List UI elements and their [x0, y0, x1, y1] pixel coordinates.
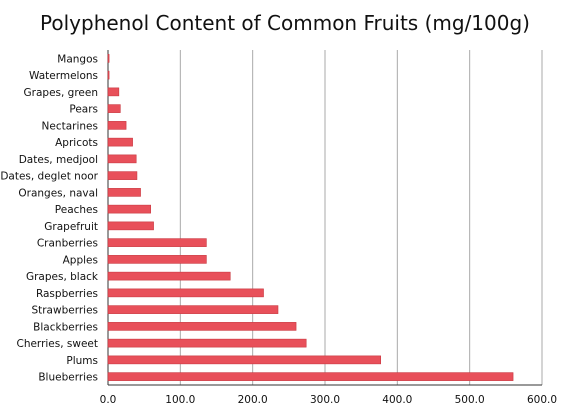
x-tick-label: 300.0: [310, 394, 340, 406]
bar-grapes-black: [107, 271, 231, 281]
category-label-dates-medjool: Dates, medjool: [19, 154, 98, 166]
category-label-apples: Apples: [63, 254, 98, 266]
x-tick-label: 600.0: [527, 394, 557, 406]
category-label-nectarines: Nectarines: [42, 120, 98, 132]
x-tick-label: 500.0: [455, 394, 485, 406]
bar-grapes-green: [107, 87, 120, 97]
category-label-grapes-green: Grapes, green: [24, 87, 98, 99]
x-tick-label: 200.0: [238, 394, 268, 406]
x-tick-labels: 0.0 100.0 200.0 300.0 400.0 500.0 600.0: [100, 394, 557, 406]
bar-cherries-sweet: [107, 338, 307, 348]
category-label-cherries-sweet: Cherries, sweet: [16, 338, 98, 350]
category-label-raspberries: Raspberries: [36, 288, 98, 300]
category-label-grapefruit: Grapefruit: [44, 221, 98, 233]
bar-apricots: [107, 137, 133, 147]
grid-lines: [179, 50, 543, 385]
category-label-grapes-black: Grapes, black: [26, 271, 99, 283]
bar-dates-medjool: [107, 154, 137, 164]
chart-title: Polyphenol Content of Common Fruits (mg/…: [40, 11, 530, 35]
x-tick-label: 400.0: [382, 394, 412, 406]
bar-mangos: [107, 54, 110, 63]
category-label-oranges-naval: Oranges, naval: [18, 187, 98, 199]
bar-peaches: [107, 204, 151, 214]
category-label-strawberries: Strawberries: [31, 305, 98, 317]
bars: [107, 54, 514, 381]
bar-blackberries: [107, 322, 297, 331]
x-tick-label: 100.0: [165, 394, 195, 406]
bar-dates-deglet-noor: [107, 171, 138, 180]
category-label-plums: Plums: [66, 355, 98, 367]
category-label-peaches: Peaches: [55, 204, 98, 216]
bar-apples: [107, 255, 207, 264]
bar-watermelons: [107, 70, 110, 80]
bar-grapefruit: [107, 221, 154, 231]
bar-pears: [107, 104, 121, 113]
category-label-mangos: Mangos: [57, 53, 98, 65]
bar-strawberries: [107, 305, 279, 314]
category-label-cranberries: Cranberries: [37, 238, 98, 250]
category-label-pears: Pears: [69, 104, 98, 116]
category-label-blueberries: Blueberries: [38, 372, 98, 384]
bar-cranberries: [107, 238, 207, 247]
bar-nectarines: [107, 121, 127, 130]
x-tick-label: 0.0: [100, 394, 117, 406]
category-label-dates-deglet-noor: Dates, deglet noor: [0, 171, 98, 183]
bar-blueberries: [107, 372, 514, 381]
category-labels: Mangos Watermelons Grapes, green Pears Necta…: [0, 53, 99, 383]
bar-plums: [107, 355, 381, 365]
category-label-watermelons: Watermelons: [29, 70, 98, 82]
bar-oranges-naval: [107, 188, 141, 197]
category-label-blackberries: Blackberries: [33, 321, 98, 333]
category-label-apricots: Apricots: [55, 137, 98, 149]
bar-raspberries: [107, 288, 264, 298]
